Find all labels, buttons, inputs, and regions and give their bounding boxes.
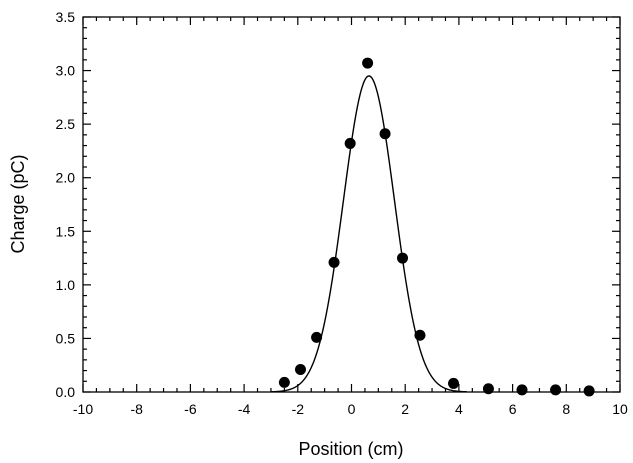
- data-point: [328, 256, 340, 268]
- data-point: [583, 385, 595, 397]
- x-tick-label: -6: [184, 401, 197, 417]
- x-tick-label: -2: [292, 401, 305, 417]
- data-point: [344, 137, 356, 149]
- y-tick-label: 3.0: [56, 63, 76, 79]
- x-axis-ticks: [82, 17, 621, 392]
- x-axis-label: Position (cm): [298, 439, 403, 459]
- x-tick-label: 8: [562, 401, 570, 417]
- plot-frame: [82, 16, 621, 393]
- y-axis-ticks: [83, 16, 620, 393]
- data-point: [516, 384, 528, 396]
- data-point: [379, 128, 391, 140]
- y-tick-label: 1.0: [56, 277, 76, 293]
- y-tick-label: 0.5: [56, 330, 76, 346]
- y-tick-label: 3.5: [56, 9, 76, 25]
- x-tick-label: -8: [130, 401, 143, 417]
- y-axis-tick-labels: 0.0 0.5 1.0 1.5 2.0 2.5 3.0 3.5: [56, 9, 76, 400]
- x-axis-tick-labels: -10 -8 -6 -4 -2 0 2 4 6 8 10: [73, 401, 628, 417]
- x-tick-label: 6: [509, 401, 517, 417]
- y-axis-label: Charge (pC): [8, 154, 28, 253]
- y-tick-label: 2.5: [56, 116, 76, 132]
- y-tick-label: 1.5: [56, 223, 76, 239]
- data-point: [448, 377, 460, 389]
- y-tick-label: 0.0: [56, 384, 76, 400]
- data-point: [397, 252, 409, 264]
- data-point: [362, 57, 374, 69]
- x-tick-label: -10: [73, 401, 93, 417]
- data-point: [278, 376, 290, 388]
- data-points-layer: [278, 57, 595, 397]
- data-point: [550, 384, 562, 396]
- data-point: [414, 329, 426, 341]
- fit-curve-layer: [270, 75, 467, 393]
- x-tick-label: 4: [455, 401, 463, 417]
- x-tick-label: 2: [401, 401, 409, 417]
- gaussian-fit-line: [270, 75, 467, 393]
- x-tick-label: -4: [238, 401, 251, 417]
- y-tick-label: 2.0: [56, 170, 76, 186]
- x-tick-label: 0: [348, 401, 356, 417]
- data-point: [311, 331, 323, 343]
- data-point: [294, 364, 306, 375]
- data-point: [482, 383, 494, 395]
- x-tick-label: 10: [612, 401, 628, 417]
